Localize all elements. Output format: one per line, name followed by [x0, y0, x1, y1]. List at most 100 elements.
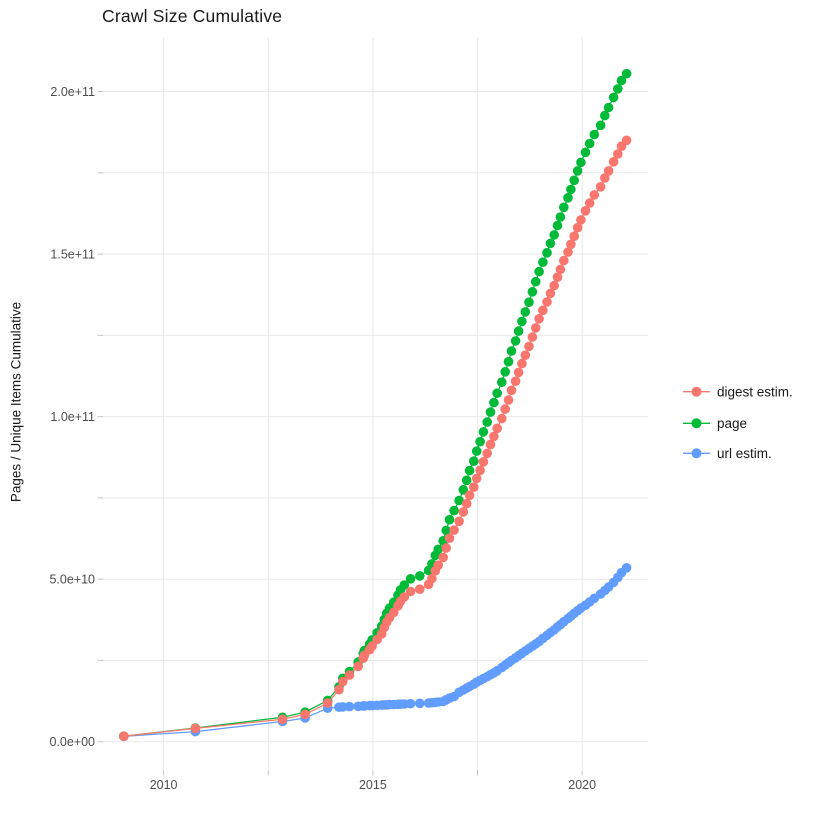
data-point-page: [559, 202, 569, 213]
data-point-digest-estim-: [600, 173, 610, 183]
data-point-digest-estim-: [441, 543, 452, 553]
data-point-digest-estim-: [500, 404, 511, 414]
data-point-page: [497, 377, 507, 388]
legend-label: url estim.: [717, 446, 772, 461]
data-point-page: [549, 230, 559, 240]
data-point-page: [415, 571, 425, 581]
data-point-page: [513, 326, 524, 336]
data-point-page: [584, 138, 595, 149]
data-point-digest-estim-: [353, 661, 364, 672]
y-tick-label: 5.0e+10: [49, 573, 95, 587]
data-point-digest-estim-: [458, 507, 469, 517]
data-point-page: [399, 580, 410, 590]
data-point-page: [603, 102, 614, 113]
data-point-page: [580, 147, 591, 158]
data-point-digest-estim-: [334, 684, 344, 695]
data-point-page: [608, 92, 619, 103]
data-point-digest-estim-: [589, 190, 600, 200]
data-point-page: [538, 257, 548, 268]
data-point-page: [545, 238, 556, 249]
legend-label: digest estim.: [717, 384, 793, 399]
data-point-page: [433, 544, 444, 555]
data-point-digest-estim-: [566, 239, 576, 250]
data-point-digest-estim-: [549, 280, 559, 291]
data-point-digest-estim-: [572, 222, 583, 233]
y-tick-label: 2.0e+11: [50, 85, 95, 99]
data-point-digest-estim-: [613, 149, 623, 159]
x-tick-label: 2020: [568, 778, 596, 792]
data-point-digest-estim-: [464, 490, 475, 501]
data-point-page: [510, 336, 521, 346]
data-point-page: [506, 346, 517, 356]
data-point-digest-estim-: [538, 305, 548, 316]
data-point-digest-estim-: [608, 157, 619, 167]
data-point-digest-estim-: [489, 431, 499, 442]
data-point-digest-estim-: [338, 676, 348, 687]
data-point-url-estim-: [344, 701, 355, 712]
data-point-page: [621, 68, 632, 79]
data-point-page: [534, 266, 544, 277]
data-point-digest-estim-: [469, 482, 479, 493]
data-point-digest-estim-: [344, 670, 355, 680]
data-point-digest-estim-: [405, 586, 416, 597]
data-point-digest-estim-: [497, 413, 507, 424]
data-point-page: [461, 475, 472, 486]
data-point-page: [566, 184, 576, 195]
data-point-digest-estim-: [510, 376, 521, 387]
data-point-page: [475, 436, 485, 447]
data-point-digest-estim-: [552, 272, 563, 283]
data-point-digest-estim-: [438, 552, 449, 563]
data-point-digest-estim-: [475, 465, 485, 476]
x-tick-label: 2010: [150, 778, 178, 792]
data-point-url-estim-: [405, 698, 416, 709]
data-point-page: [520, 307, 531, 317]
data-point-digest-estim-: [603, 166, 614, 176]
data-point-digest-estim-: [584, 198, 595, 208]
data-point-digest-estim-: [485, 439, 496, 450]
legend-key-dot: [691, 418, 702, 429]
data-point-digest-estim-: [190, 723, 201, 734]
data-point-page: [542, 248, 552, 258]
chart-title: Crawl Size Cumulative: [102, 6, 283, 26]
data-point-page: [454, 495, 464, 506]
data-point-page: [524, 297, 534, 308]
data-point-page: [441, 525, 452, 536]
data-point-digest-estim-: [555, 264, 566, 275]
data-point-digest-estim-: [461, 498, 472, 509]
data-point-digest-estim-: [506, 385, 517, 396]
data-point-url-estim-: [621, 563, 632, 573]
y-tick-label: 0.0e+00: [49, 735, 95, 749]
data-point-digest-estim-: [367, 641, 377, 651]
data-point-page: [405, 574, 416, 584]
data-point-digest-estim-: [322, 698, 333, 708]
data-point-page: [517, 316, 527, 327]
data-point-page: [444, 514, 455, 525]
data-point-page: [464, 465, 475, 476]
data-point-page: [600, 110, 610, 121]
data-point-page: [500, 367, 511, 377]
legend-label: page: [717, 416, 747, 431]
data-point-digest-estim-: [300, 709, 310, 720]
data-point-page: [449, 505, 459, 516]
data-point-digest-estim-: [524, 341, 534, 352]
data-point-digest-estim-: [492, 423, 503, 434]
data-point-page: [563, 193, 573, 203]
data-point-page: [589, 129, 600, 140]
data-point-digest-estim-: [444, 533, 455, 543]
data-point-digest-estim-: [433, 560, 444, 570]
data-point-digest-estim-: [478, 457, 489, 467]
y-tick-label: 1.0e+11: [50, 410, 95, 424]
data-point-digest-estim-: [559, 255, 569, 266]
data-point-page: [482, 417, 493, 427]
legend-key-dot: [691, 448, 702, 459]
data-point-page: [595, 120, 606, 131]
data-point-digest-estim-: [482, 448, 493, 459]
data-point-digest-estim-: [503, 395, 514, 405]
data-point-digest-estim-: [119, 731, 129, 741]
x-tick-label: 2015: [359, 778, 387, 792]
series-line-url-estim-: [123, 567, 628, 737]
data-point-digest-estim-: [576, 215, 586, 225]
data-point-digest-estim-: [277, 714, 288, 725]
